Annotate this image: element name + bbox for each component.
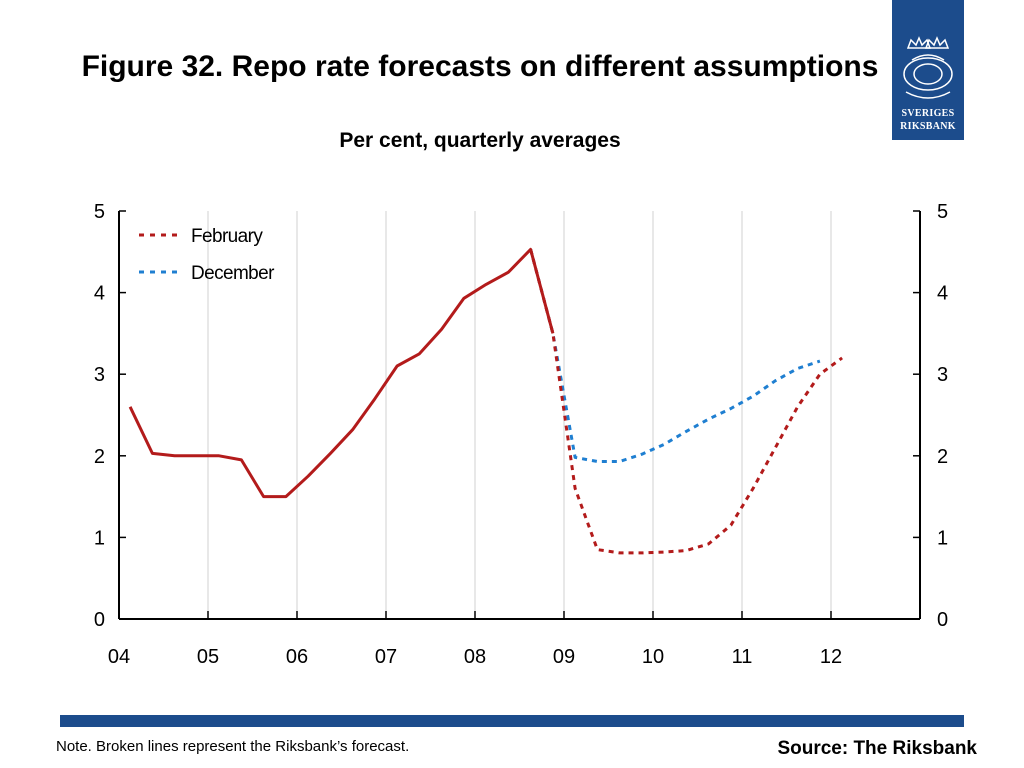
chart-subtitle: Per cent, quarterly averages xyxy=(339,129,621,152)
logo-line-1: SVERIGES xyxy=(901,108,955,119)
x-tick-label: 06 xyxy=(286,646,308,668)
x-tick-label: 05 xyxy=(197,646,219,668)
y-tick-label-left: 3 xyxy=(94,364,105,386)
legend-label-february: February xyxy=(191,226,263,247)
y-tick-label-left: 5 xyxy=(94,201,105,223)
footer-bar xyxy=(60,715,964,727)
crown-emblem-icon xyxy=(903,36,953,99)
y-tick-label-right: 4 xyxy=(937,283,948,305)
x-tick-label: 12 xyxy=(820,646,842,668)
y-tick-label-right: 2 xyxy=(937,446,948,468)
logo-line-2: RIKSBANK xyxy=(900,121,956,132)
source-label: Source: The Riksbank xyxy=(777,738,977,759)
y-tick-label-left: 1 xyxy=(94,527,105,549)
series-outcome-line xyxy=(128,247,555,499)
y-tick-label-left: 0 xyxy=(94,609,105,631)
y-tick-label-right: 5 xyxy=(937,201,948,223)
series-december-line xyxy=(529,249,821,463)
y-tick-label-right: 1 xyxy=(937,527,948,549)
series-february-line xyxy=(529,249,843,555)
legend-label-december: December xyxy=(191,263,275,284)
y-tick-label-right: 0 xyxy=(937,609,948,631)
x-tick-label: 09 xyxy=(553,646,575,668)
x-tick-label: 07 xyxy=(375,646,397,668)
y-tick-label-left: 4 xyxy=(94,283,105,305)
x-tick-label: 04 xyxy=(108,646,130,668)
y-tick-label-right: 3 xyxy=(937,364,948,386)
x-tick-label: 11 xyxy=(732,646,753,668)
y-tick-label-left: 2 xyxy=(94,446,105,468)
x-tick-label: 10 xyxy=(642,646,664,668)
chart-title: Figure 32. Repo rate forecasts on differ… xyxy=(81,50,879,83)
riksbank-logo: SVERIGES RIKSBANK xyxy=(892,0,964,140)
footnote: Note. Broken lines represent the Riksban… xyxy=(56,738,410,755)
x-tick-label: 08 xyxy=(464,646,486,668)
